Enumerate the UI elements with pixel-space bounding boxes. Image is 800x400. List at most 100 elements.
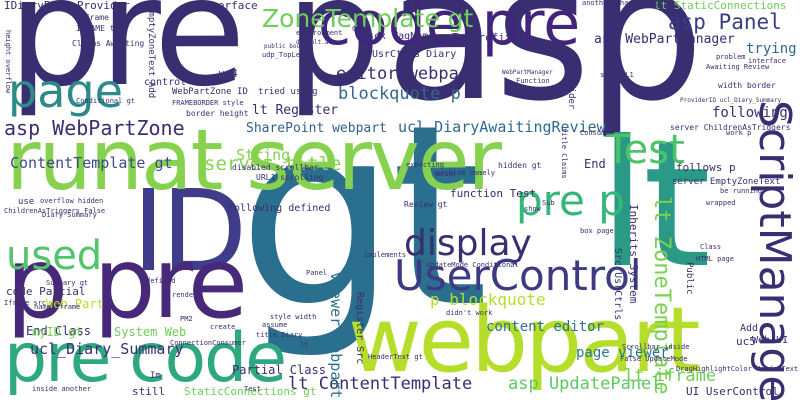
word-render: render — [172, 291, 198, 299]
word-end: End — [584, 157, 606, 171]
word-provider: provider — [566, 66, 576, 110]
word-width-border: width border — [718, 81, 776, 90]
word-lt-large: lt — [598, 104, 711, 307]
word-ui-usercontrol: UI UserControl — [686, 385, 779, 398]
word-still: still — [132, 385, 166, 398]
word-awaiting-review: Awaiting Review — [706, 63, 770, 71]
word-implements: implements — [364, 251, 407, 259]
word-server-childrenastriggers: server ChildrenAsTriggers — [670, 123, 791, 132]
word-tagprefix: TagPrefix — [452, 31, 512, 44]
word-refresh: refresh — [536, 87, 566, 95]
word-environment: environment — [296, 29, 343, 37]
word-asp-updatepanel: asp UpdatePanel — [508, 374, 662, 394]
word-uc4: uc4 — [218, 67, 238, 80]
word-content-editor: content editor — [486, 319, 605, 335]
word-function-test: function Test — [450, 187, 537, 200]
word-frameborder-style: FRAMEBORDER style — [172, 99, 244, 107]
word-blockquote-p: blockquote p — [338, 84, 461, 104]
word-src-usrctrls: Src UsrCtrls — [612, 248, 623, 321]
word-pm2: PM2 — [180, 315, 193, 323]
word-iframe-tag: IFRAME tag — [76, 24, 125, 33]
word-providerid-ucl-diary-summary: ProviderID ucl_Diary_Summary — [680, 97, 782, 104]
word-asp-panel: asp Panel — [668, 10, 782, 34]
word-uc5: uc5 — [736, 335, 756, 348]
word-partial-class: Partial Class — [232, 363, 326, 377]
word-test-small: Test — [244, 385, 261, 393]
word-web-part: Web Part — [46, 297, 104, 311]
word-work-p: work p — [726, 129, 752, 137]
word-consumer: Consumer — [580, 129, 614, 137]
word-lt-iframe: lt iframe — [624, 366, 717, 386]
word-asp-webpartzone: asp WebPartZone — [4, 116, 185, 140]
word-following-defined: following defined — [228, 203, 331, 214]
word-lt-staticconnections: lt StaticConnections — [654, 0, 787, 12]
word-code: Code — [352, 25, 369, 33]
word-code-partial: code Partial — [6, 285, 86, 298]
word-follows-p: follows p — [676, 161, 736, 174]
word-class: Class — [700, 243, 722, 251]
word-string: String — [236, 146, 291, 164]
word-server-emptyzonetext: server EmptyZoneText — [672, 177, 781, 187]
word-title-diary: title Diary — [256, 331, 303, 339]
word-system-web: System Web — [114, 325, 187, 339]
word-scriptmanager: ScriptManager — [749, 100, 800, 400]
word-idiarypartsprovider: IDiaryPartsProvider — [4, 0, 130, 12]
word-problem: problem — [716, 53, 746, 61]
word-url1-scrolling: URL1 scrolling — [256, 173, 324, 182]
word-webpart: webpart — [348, 288, 701, 393]
word-iframe-src: Iframe src — [4, 299, 47, 307]
word-lt-register: lt Register — [252, 103, 339, 118]
word-expecting: expecting — [406, 161, 444, 169]
word-staticconnections-gt: StaticConnections gt — [184, 385, 317, 398]
word-end-class: End Class — [26, 324, 92, 338]
word-inside-another: inside another — [32, 385, 92, 393]
word-display: display — [404, 223, 532, 264]
word-iframe-name: iframe name — [80, 13, 133, 22]
word-updatepanel: UpdatePanel — [518, 0, 571, 8]
word-runat-server: runat server — [6, 111, 502, 209]
word-ascx-tagname: ascx TagName — [362, 31, 435, 42]
word-web-ui: Web UI — [752, 335, 789, 346]
word-sharepoint-webpart: SharePoint webpart — [246, 121, 387, 136]
word-im: Im — [150, 371, 161, 381]
word-border-height: border height — [186, 109, 249, 118]
word-zonetemplate-gt: ZoneTemplate gt — [262, 4, 474, 33]
word-default-aspx: default.aspx — [296, 39, 340, 46]
word-test: Test — [606, 127, 685, 173]
word-contenttemplate-gt: ContentTemplate gt — [10, 154, 173, 172]
word-connectionconsumer: ConnectionConsumer — [170, 339, 246, 347]
word-pre-p-mid: pre p — [516, 176, 625, 225]
word-function: Function — [516, 77, 550, 85]
word-ucl-diaryawaitingreview: ucl_DiaryAwaitingReview — [398, 118, 606, 136]
word-server-title: server title — [204, 153, 342, 175]
word-be-running: be running — [720, 187, 763, 195]
word-inherits-system: Inherits System — [627, 204, 640, 304]
word-childrenastriggers-false: ChildrenAsTriggers False — [4, 207, 106, 215]
word-p-blockquote: p blockquote — [430, 290, 546, 309]
word-another-sharepoint: another SharePoint — [582, 0, 658, 7]
word-false-updatemode: False UpdateMode — [620, 355, 688, 363]
word-p-pre: p pre — [6, 227, 248, 341]
word-asp-large: asp — [385, 0, 704, 142]
word-wrapped: wrapped — [706, 199, 736, 207]
word-name-iframe: name Iframe — [34, 303, 81, 311]
word-following: following — [712, 105, 788, 121]
word-claims-awaiting: Claims Awaiting — [72, 39, 145, 48]
word-add: Add — [740, 323, 759, 334]
word-asp-webpartmanager: asp WebPartManager — [594, 32, 735, 47]
word-panel: Panel — [306, 269, 328, 277]
word-register-src: Register Src — [354, 292, 365, 365]
word-html-page: HTML page — [696, 255, 734, 263]
word-disabled-scrollbar: disabled scrollbar — [232, 163, 319, 172]
word-headertext-gt: HeaderText gt — [368, 353, 423, 361]
word-webpartzone-id: WebPartZone ID — [172, 87, 248, 97]
word-interface: Interface — [198, 0, 258, 12]
word-interface-small: interface — [748, 57, 786, 65]
word-hidden-gt: hidden gt — [498, 161, 542, 170]
word-control: control — [144, 77, 187, 88]
word-ucl-diary-summary: ucl_Diary_Summary — [30, 340, 184, 358]
word-lt-small: lt — [300, 341, 309, 349]
word-updatemode-conditional: UpdateMode Conditional — [426, 261, 519, 269]
word-diary-summary: Diary Summary — [42, 211, 97, 219]
